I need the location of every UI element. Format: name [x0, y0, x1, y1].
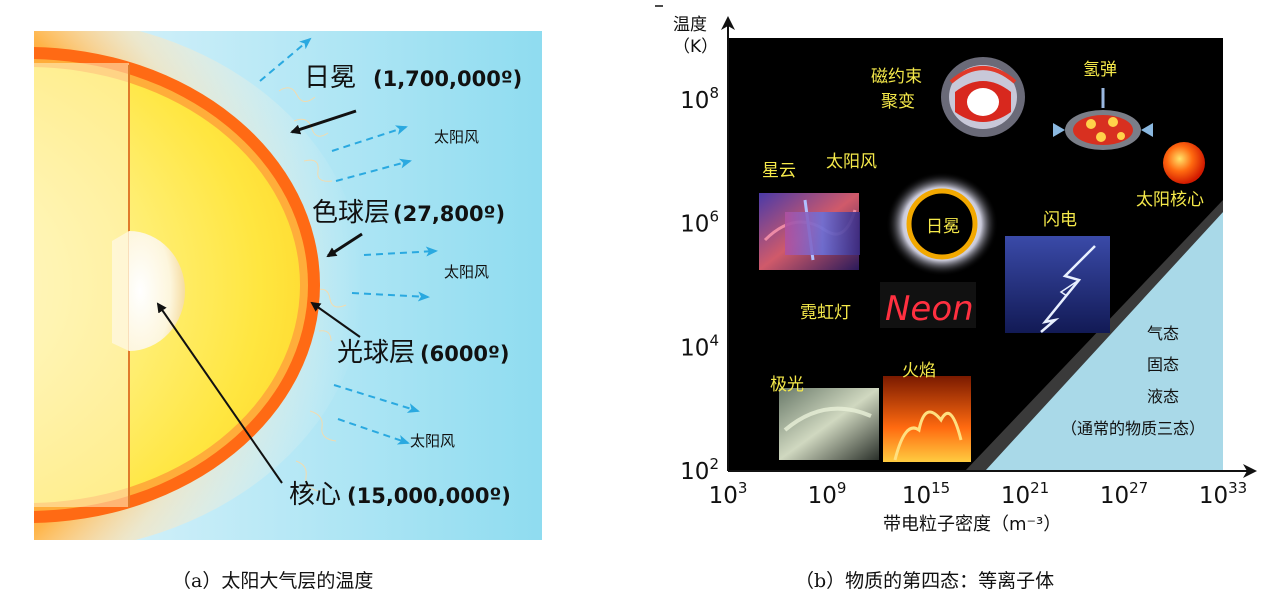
- solar-wind-arrows: [259, 37, 438, 445]
- x-tick-label: 1015: [902, 479, 950, 509]
- sun-core-illustration: [1163, 142, 1205, 184]
- caption-b: （b）物质的第四态：等离子体: [795, 570, 1055, 592]
- photosphere-pointer: [310, 301, 361, 338]
- y-axis-label-line1: 温度: [673, 15, 707, 35]
- label-neon: 霓虹灯: [800, 303, 851, 323]
- corona-temp: (1,700,000º): [373, 67, 522, 91]
- label-h-bomb: 氢弹: [1083, 60, 1117, 80]
- photosphere-label: 光球层: [337, 338, 415, 368]
- label-nebula: 星云: [762, 161, 796, 181]
- y-tick-label: 104: [680, 331, 719, 361]
- solar-wind-label-3: 太阳风: [410, 432, 455, 450]
- y-tick-label: 106: [680, 208, 719, 238]
- core-temp: (15,000,000º): [347, 484, 511, 508]
- core-slice: [112, 231, 129, 351]
- label-sun-core: 太阳核心: [1136, 190, 1204, 210]
- chromosphere-pointer: [326, 232, 363, 258]
- x-axis-label: 带电粒子密度（m⁻³）: [883, 514, 1061, 535]
- h-bomb-illustration: [1053, 88, 1153, 150]
- states-of-matter: 气态 固态 液态 （通常的物质三态）: [1061, 324, 1205, 438]
- lightning-illustration: [1005, 236, 1110, 333]
- state-solid: 固态: [1147, 355, 1179, 374]
- corona-pointer: [290, 109, 357, 135]
- plasma-chart: 温度 （K） 带电粒子密度（m⁻³） 103 109 1015 1021 1027 103…: [650, 0, 1265, 545]
- magnetic-fusion-illustration: [941, 57, 1025, 137]
- label-flame: 火焰: [902, 361, 936, 381]
- label-solar-wind: 太阳风: [826, 152, 877, 172]
- solar-wind-label-2: 太阳风: [444, 263, 489, 281]
- x-tick-label: 103: [709, 479, 748, 509]
- cutaway-slice: [34, 63, 129, 507]
- solar-wind-illustration: [785, 212, 860, 255]
- y-tick-labels: 102 104 106 108: [680, 84, 719, 485]
- x-tick-label: 1021: [1001, 479, 1049, 509]
- caption-a: （a）太阳大气层的温度: [172, 570, 374, 592]
- flame-illustration: [883, 376, 971, 462]
- sun-diagram-svg: 日冕 (1,700,000º) 太阳风 色球层 (27,800º) 太阳风 光球…: [0, 17, 542, 553]
- label-aurora: 极光: [770, 375, 804, 395]
- chromosphere-temp: (27,800º): [393, 202, 505, 226]
- x-tick-label: 1027: [1100, 479, 1148, 509]
- neon-illustration: Neon: [880, 282, 976, 329]
- ordinary-matter-region: [985, 212, 1223, 471]
- label-corona: 日冕: [926, 217, 960, 237]
- plasma-chart-svg: 温度 （K） 带电粒子密度（m⁻³） 103 109 1015 1021 1027 103…: [650, 5, 1257, 535]
- y-tick-label: 108: [680, 84, 719, 114]
- x-tick-labels: 103 109 1015 1021 1027 1033: [709, 479, 1248, 509]
- sun-diagram: 日冕 (1,700,000º) 太阳风 色球层 (27,800º) 太阳风 光球…: [0, 17, 542, 553]
- aurora-illustration: [779, 388, 879, 460]
- flare-wisps: [278, 87, 347, 492]
- y-tick-label: 102: [680, 455, 719, 485]
- corona-illustration: [886, 172, 998, 276]
- label-fusion-line2: 聚变: [881, 92, 915, 112]
- solar-wind-label-1: 太阳风: [434, 128, 479, 146]
- core-pointer: [156, 302, 283, 484]
- sun-core: [129, 231, 185, 351]
- x-tick-label: 109: [808, 479, 847, 509]
- state-note: （通常的物质三态）: [1061, 419, 1205, 438]
- x-tick-label: 1033: [1199, 479, 1247, 509]
- label-lightning: 闪电: [1043, 210, 1077, 230]
- label-fusion-line1: 磁约束: [871, 67, 922, 87]
- neon-sign-text: Neon: [885, 289, 974, 329]
- corona-label: 日冕: [304, 63, 356, 93]
- y-axis-label-line2: （K）: [673, 37, 718, 57]
- state-gas: 气态: [1147, 324, 1179, 343]
- boundary-band: [965, 200, 1223, 471]
- state-liquid: 液态: [1147, 387, 1179, 406]
- core-label: 核心: [289, 480, 341, 510]
- photosphere-temp: (6000º): [420, 342, 510, 366]
- chromosphere-label: 色球层: [312, 198, 390, 228]
